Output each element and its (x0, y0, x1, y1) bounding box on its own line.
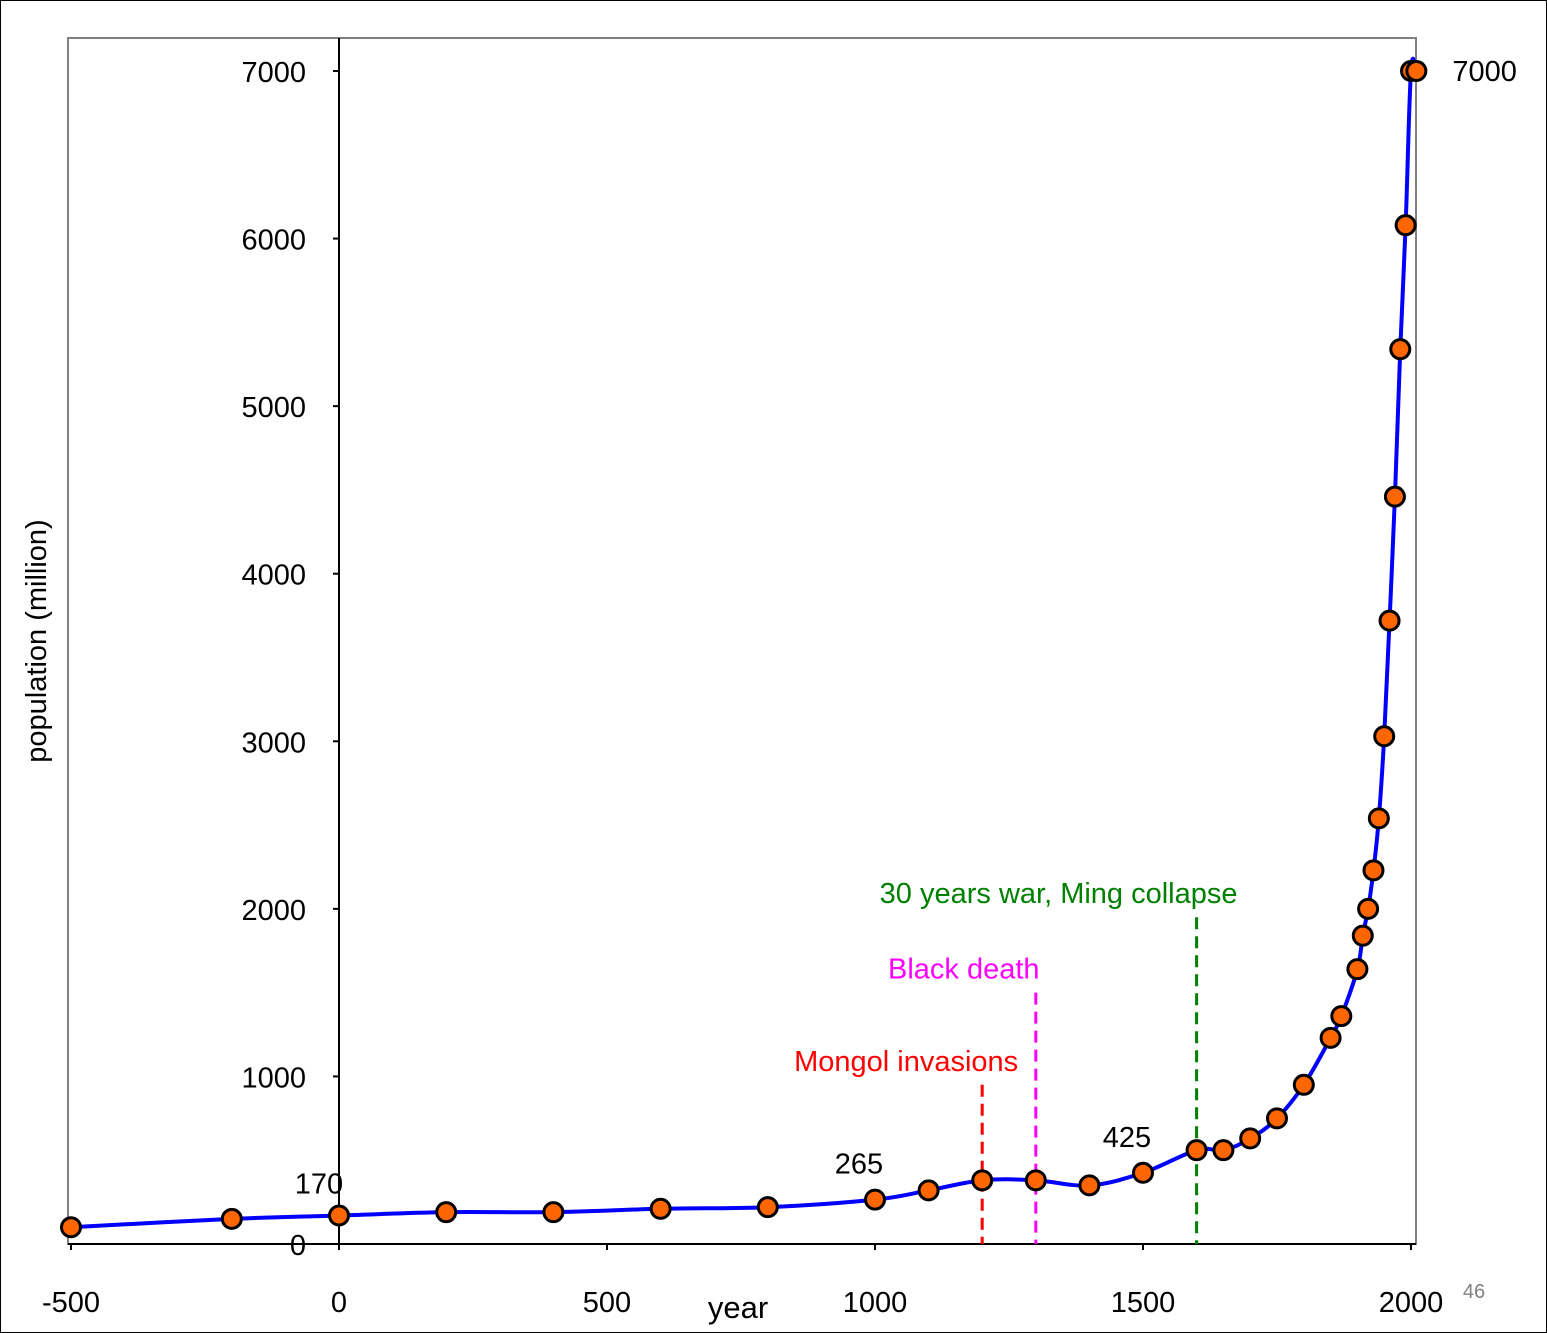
event-label-1: Black death (888, 954, 1040, 986)
data-point (1362, 859, 1385, 882)
y-tick-label: 0 (290, 1230, 306, 1262)
event-markers: Mongol invasions Black death 30 years war,… (794, 878, 1238, 1244)
point-value-label: 7000 (1452, 56, 1517, 88)
data-point (1212, 1139, 1235, 1162)
x-axis-label: year (708, 1290, 768, 1325)
data-point (435, 1201, 458, 1224)
data-point (917, 1179, 940, 1202)
data-point (1024, 1169, 1047, 1192)
data-point (1185, 1139, 1208, 1162)
x-tick-label: 0 (331, 1287, 347, 1319)
event-label-0: Mongol invasions (794, 1046, 1018, 1078)
population-line (70, 56, 1419, 1230)
y-tick-label: 3000 (241, 727, 306, 759)
data-point (542, 1201, 565, 1224)
data-markers (60, 60, 1428, 1239)
x-tick-labels: -500 0 500 1000 1500 2000 (42, 1244, 1443, 1319)
data-point (60, 1216, 82, 1239)
data-point (1389, 338, 1412, 361)
y-axis-label: population (million) (21, 519, 53, 762)
y-tick-labels: 0 1000 2000 3000 4000 5000 6000 7000 (241, 57, 339, 1262)
x-tick-label: 500 (583, 1287, 631, 1319)
data-point (1383, 485, 1406, 508)
page-number: 46 (1463, 1281, 1485, 1303)
y-tick-label: 5000 (241, 392, 306, 424)
data-point (1394, 214, 1417, 237)
data-point (1292, 1073, 1315, 1096)
x-tick-label: -500 (42, 1287, 100, 1319)
point-value-label: 265 (835, 1149, 883, 1181)
y-tick-label: 4000 (241, 560, 306, 592)
data-point (756, 1196, 779, 1219)
event-label-2: 30 years war, Ming collapse (880, 878, 1238, 910)
data-point (1351, 924, 1374, 947)
data-point (649, 1197, 672, 1220)
y-tick-label: 1000 (241, 1062, 306, 1094)
data-point (864, 1188, 886, 1211)
y-tick-label: 6000 (241, 225, 306, 257)
x-tick-label: 2000 (1379, 1287, 1444, 1319)
x-tick-label: 1500 (1111, 1287, 1176, 1319)
data-point (1378, 609, 1401, 632)
data-point (1346, 958, 1369, 981)
x-tick-label: 1000 (843, 1287, 908, 1319)
data-point (1367, 807, 1390, 830)
data-point (220, 1207, 243, 1230)
data-point (1319, 1026, 1342, 1049)
y-tick-label: 7000 (241, 57, 306, 89)
data-point (1132, 1161, 1154, 1184)
point-value-label: 170 (295, 1169, 343, 1201)
data-point (971, 1169, 994, 1192)
y-tick-label: 2000 (241, 895, 306, 927)
series-line-group (70, 56, 1419, 1230)
data-point (1405, 60, 1428, 82)
data-point (1266, 1107, 1288, 1130)
data-point (1239, 1127, 1262, 1150)
data-point (1357, 897, 1380, 920)
data-point (1330, 1005, 1353, 1028)
point-labels: 170 265 425 7000 (295, 56, 1517, 1201)
data-point (328, 1204, 350, 1227)
data-point (1373, 725, 1396, 748)
point-value-label: 425 (1103, 1122, 1151, 1154)
data-point (1078, 1174, 1101, 1197)
